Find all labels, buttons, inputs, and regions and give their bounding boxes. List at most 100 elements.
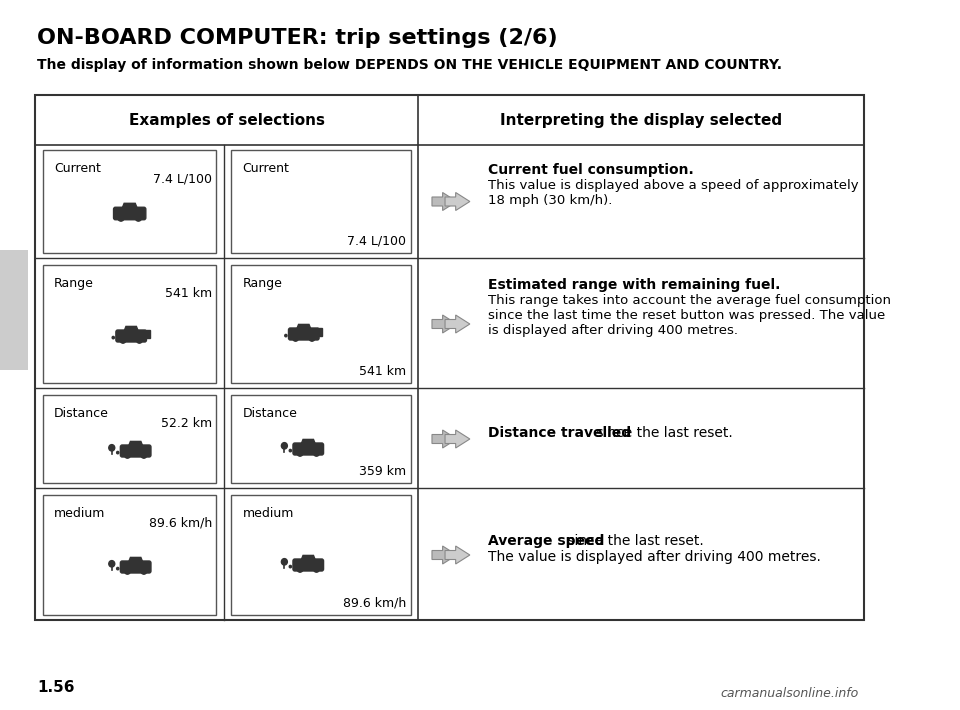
FancyArrow shape xyxy=(432,430,457,448)
Circle shape xyxy=(130,452,132,454)
Bar xyxy=(43,265,216,383)
Bar xyxy=(43,495,216,615)
Circle shape xyxy=(285,334,287,337)
Circle shape xyxy=(309,335,315,342)
Polygon shape xyxy=(300,439,316,445)
Circle shape xyxy=(126,567,128,570)
Bar xyxy=(0,250,28,370)
Circle shape xyxy=(116,452,119,454)
FancyArrow shape xyxy=(432,315,457,333)
Text: 7.4 L/100: 7.4 L/100 xyxy=(153,172,212,185)
Bar xyxy=(43,150,216,253)
Circle shape xyxy=(289,334,292,337)
Circle shape xyxy=(299,449,300,452)
Circle shape xyxy=(294,449,296,452)
Circle shape xyxy=(118,214,124,221)
Text: Range: Range xyxy=(54,277,94,290)
Text: 89.6 km/h: 89.6 km/h xyxy=(343,597,406,610)
Circle shape xyxy=(116,567,119,570)
Circle shape xyxy=(116,337,119,339)
Polygon shape xyxy=(124,327,138,332)
Text: 1.56: 1.56 xyxy=(37,680,75,695)
Bar xyxy=(43,395,216,483)
Circle shape xyxy=(297,450,303,457)
FancyBboxPatch shape xyxy=(113,207,146,220)
Text: Range: Range xyxy=(243,277,282,290)
Circle shape xyxy=(121,452,123,454)
Bar xyxy=(231,265,411,383)
Polygon shape xyxy=(300,555,316,561)
Polygon shape xyxy=(297,324,311,330)
FancyBboxPatch shape xyxy=(116,330,147,342)
Circle shape xyxy=(130,567,132,570)
Polygon shape xyxy=(122,203,137,209)
Circle shape xyxy=(302,449,305,452)
Text: carmanualsonline.info: carmanualsonline.info xyxy=(720,687,858,700)
Text: Current: Current xyxy=(54,162,101,175)
FancyArrow shape xyxy=(432,546,457,564)
FancyArrow shape xyxy=(445,192,469,210)
Text: Average speed: Average speed xyxy=(488,534,605,548)
Circle shape xyxy=(126,337,128,339)
FancyBboxPatch shape xyxy=(289,328,319,340)
FancyBboxPatch shape xyxy=(120,561,151,573)
Text: since the last reset.: since the last reset. xyxy=(592,426,732,440)
Bar xyxy=(36,95,864,620)
Text: medium: medium xyxy=(54,507,106,520)
Circle shape xyxy=(112,337,114,339)
Text: 359 km: 359 km xyxy=(359,465,406,478)
Circle shape xyxy=(121,567,123,570)
Text: The value is displayed after driving 400 metres.: The value is displayed after driving 400… xyxy=(488,550,821,564)
Text: Current fuel consumption.: Current fuel consumption. xyxy=(488,163,694,177)
Text: This range takes into account the average fuel consumption
since the last time t: This range takes into account the averag… xyxy=(488,294,891,337)
Polygon shape xyxy=(129,557,143,563)
Circle shape xyxy=(289,449,292,452)
Circle shape xyxy=(126,452,128,454)
Text: Distance: Distance xyxy=(243,407,298,420)
Text: Interpreting the display selected: Interpreting the display selected xyxy=(500,112,782,128)
Circle shape xyxy=(121,337,123,339)
Circle shape xyxy=(294,565,296,568)
Text: 7.4 L/100: 7.4 L/100 xyxy=(347,235,406,248)
FancyArrow shape xyxy=(432,192,457,210)
Text: Estimated range with remaining fuel.: Estimated range with remaining fuel. xyxy=(488,278,780,292)
FancyBboxPatch shape xyxy=(293,443,324,455)
Text: The display of information shown below DEPENDS ON THE VEHICLE EQUIPMENT AND COUN: The display of information shown below D… xyxy=(37,58,782,72)
Circle shape xyxy=(136,337,142,343)
Polygon shape xyxy=(129,442,143,447)
Text: since the last reset.: since the last reset. xyxy=(564,534,704,548)
Text: Distance: Distance xyxy=(54,407,109,420)
Text: ON-BOARD COMPUTER: trip settings (2/6): ON-BOARD COMPUTER: trip settings (2/6) xyxy=(37,28,558,48)
Circle shape xyxy=(135,214,141,221)
Bar xyxy=(317,327,323,336)
Circle shape xyxy=(141,568,147,574)
Circle shape xyxy=(314,450,320,457)
Circle shape xyxy=(141,452,147,458)
Text: Distance travelled: Distance travelled xyxy=(488,426,631,440)
Circle shape xyxy=(299,565,300,568)
Text: 541 km: 541 km xyxy=(165,287,212,300)
FancyBboxPatch shape xyxy=(293,559,324,571)
Circle shape xyxy=(314,566,320,572)
Circle shape xyxy=(281,559,287,565)
Circle shape xyxy=(297,566,303,572)
Bar xyxy=(145,329,150,337)
Circle shape xyxy=(299,334,300,337)
Circle shape xyxy=(125,452,131,458)
Text: 541 km: 541 km xyxy=(359,365,406,378)
Text: 52.2 km: 52.2 km xyxy=(160,417,212,430)
Circle shape xyxy=(125,568,131,574)
Text: Current: Current xyxy=(243,162,290,175)
Text: This value is displayed above a speed of approximately
18 mph (30 km/h).: This value is displayed above a speed of… xyxy=(488,179,858,207)
Text: Examples of selections: Examples of selections xyxy=(129,112,324,128)
Circle shape xyxy=(281,442,287,449)
Text: 89.6 km/h: 89.6 km/h xyxy=(149,517,212,530)
Circle shape xyxy=(120,337,126,343)
Circle shape xyxy=(302,565,305,568)
Bar xyxy=(231,395,411,483)
FancyArrow shape xyxy=(445,430,469,448)
Circle shape xyxy=(108,561,115,567)
Circle shape xyxy=(294,334,296,337)
Bar xyxy=(231,495,411,615)
FancyArrow shape xyxy=(445,315,469,333)
